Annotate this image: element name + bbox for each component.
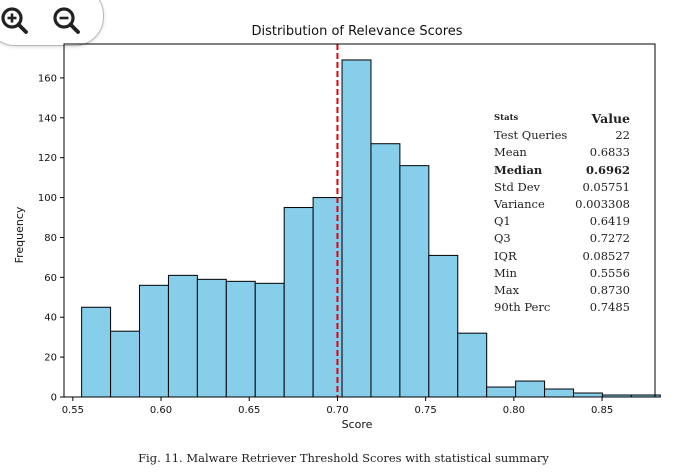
histogram-bar	[225, 280, 256, 398]
stats-value: 22	[615, 128, 630, 143]
x-tick-label: 0.60	[150, 405, 172, 416]
stats-value: 0.6962	[585, 162, 630, 177]
histogram-bar	[341, 59, 372, 398]
stats-value: 0.7485	[589, 300, 630, 315]
stats-label: Mean	[494, 145, 527, 160]
stats-label: Max	[494, 282, 520, 297]
stats-label: Std Dev	[494, 179, 541, 194]
x-tick-label: 0.75	[415, 405, 437, 416]
figure-caption: Fig. 11. Malware Retriever Threshold Sco…	[138, 451, 549, 465]
y-tick-label: 100	[38, 193, 57, 204]
stats-row: Min 0.5556	[494, 265, 630, 282]
x-tick-label: 0.70	[326, 405, 348, 416]
histogram-bar	[110, 330, 141, 398]
stats-label: Variance	[494, 196, 545, 211]
histogram-bar	[167, 274, 198, 398]
histogram-bar	[370, 143, 401, 398]
stats-row: Mean 0.6833	[494, 144, 630, 161]
stats-label: Q1	[494, 214, 511, 229]
stats-label: 90th Perc	[494, 300, 551, 315]
chart-title: Distribution of Relevance Scores	[251, 24, 462, 39]
stats-row: Test Queries 22	[494, 127, 630, 144]
stats-value: 0.5556	[589, 265, 630, 280]
histogram-bar	[572, 392, 603, 398]
zoom-in-icon	[1, 7, 28, 34]
stats-label: Q3	[494, 231, 511, 246]
y-tick-label: 20	[44, 353, 57, 364]
stats-row: Q3 0.7272	[494, 230, 630, 247]
zoom-out-button[interactable]	[47, 1, 87, 41]
stats-label: Min	[494, 265, 517, 280]
y-tick-label: 80	[44, 233, 57, 244]
histogram-bar	[544, 388, 574, 398]
y-axis: 0 20 40 60 80 100 120 140 160	[38, 73, 64, 404]
histogram-bar	[139, 284, 169, 398]
stats-value: 0.08527	[582, 248, 630, 263]
y-tick-label: 160	[38, 73, 57, 84]
plot-frame	[63, 43, 656, 398]
stats-header-value: Value	[591, 111, 630, 126]
stats-table: Stats Value Test Queries 22 Mean 0.6833 Medi…	[494, 110, 630, 316]
histogram-bar	[81, 306, 112, 398]
stats-value: 0.05751	[582, 179, 630, 194]
stats-row: Median 0.6962	[494, 162, 630, 179]
zoom-toolbar	[0, 0, 104, 46]
stats-value: 0.6419	[589, 214, 630, 229]
x-axis: 0.55 0.60 0.65 0.70 0.75 0.80 0.85	[62, 397, 613, 416]
zoom-out-icon	[53, 7, 80, 34]
stats-row: IQR 0.08527	[494, 248, 630, 265]
stats-value: 0.8730	[589, 282, 630, 297]
stats-row: Q1 0.6419	[494, 213, 630, 230]
y-tick-label: 0	[51, 393, 57, 404]
stats-row: Variance 0.003308	[494, 196, 630, 213]
y-tick-label: 120	[38, 153, 57, 164]
histogram-chart: Distribution of Relevance Scores 0.55 0.6…	[13, 24, 661, 431]
x-tick-label: 0.85	[591, 405, 613, 416]
histogram-bar	[254, 282, 285, 398]
stats-row: 90th Perc 0.7485	[494, 299, 630, 316]
stats-label: IQR	[494, 248, 517, 263]
stats-label: Median	[494, 162, 543, 177]
stats-header-row: Stats Value	[494, 110, 630, 127]
y-tick-label: 60	[44, 273, 57, 284]
histogram-bar	[457, 332, 488, 398]
y-axis-label: Frequency	[13, 206, 26, 263]
x-tick-label: 0.55	[62, 405, 84, 416]
stats-value: 0.6833	[589, 145, 630, 160]
stats-value: 0.7272	[589, 231, 630, 246]
histogram-bar	[486, 386, 517, 398]
stats-row: Std Dev 0.05751	[494, 179, 630, 196]
x-tick-label: 0.80	[503, 405, 525, 416]
histogram-bar	[196, 278, 227, 398]
stats-row: Max 0.8730	[494, 282, 630, 299]
zoom-in-button[interactable]	[0, 1, 35, 41]
y-tick-label: 140	[38, 113, 57, 124]
stats-label: Test Queries	[494, 128, 568, 143]
histogram-bar	[399, 165, 430, 398]
y-tick-label: 40	[44, 313, 57, 324]
stats-value: 0.003308	[575, 196, 630, 211]
histogram-bar	[428, 254, 459, 398]
stats-header-label: Stats	[494, 113, 519, 123]
histogram-bar	[515, 380, 546, 398]
x-axis-label: Score	[342, 418, 373, 431]
x-tick-label: 0.65	[238, 405, 260, 416]
histogram-bar	[283, 207, 314, 398]
